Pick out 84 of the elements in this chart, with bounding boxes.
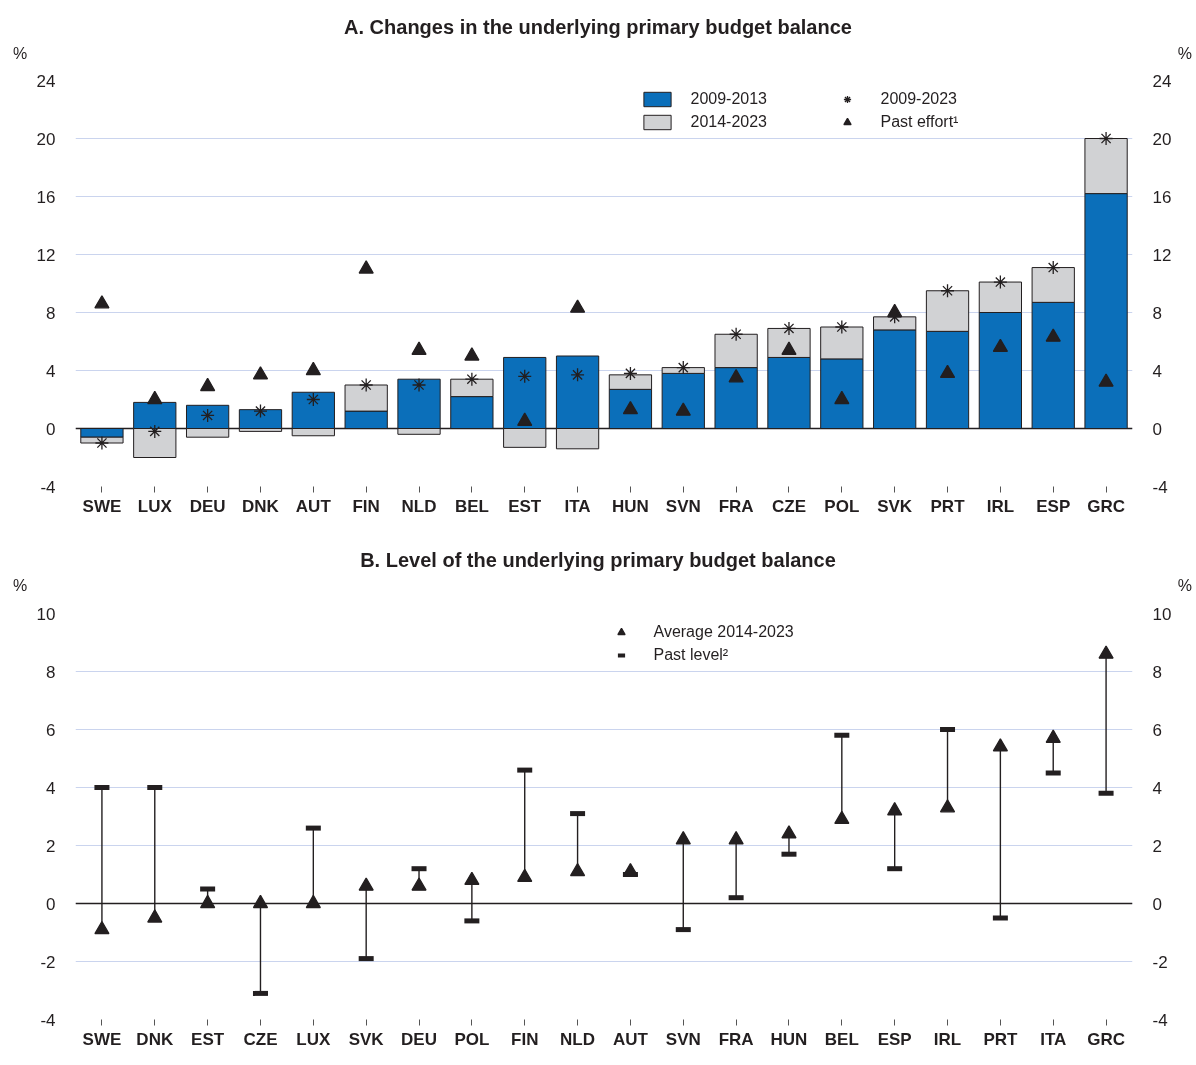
x-tick-label: NLD [560,1029,596,1049]
y-tick-label: 8 [46,662,56,682]
x-tick-label: NLD [401,496,437,516]
y2-tick-label: 10 [1152,604,1172,624]
y2-tick-label: 4 [1152,778,1162,798]
y2-tick-label: -4 [1152,477,1168,497]
legend-label: Average 2014-2023 [653,622,794,641]
y2-tick-label: -4 [1152,1010,1168,1030]
y2-tick-label: 12 [1152,245,1172,265]
y-tick-label: 4 [46,778,56,798]
y-tick-label: 6 [46,720,56,740]
y2-tick-label: 4 [1152,361,1162,381]
x-tick-label: ITA [1040,1029,1067,1049]
x-tick-label: SVN [665,496,701,516]
legend-label: Past level² [653,645,730,664]
x-tick-label: EST [191,1029,225,1049]
x-tick-label: ITA [564,496,591,516]
y-tick-label: -4 [40,477,56,497]
y-tick-label: 24 [36,71,56,91]
y2-tick-label: 0 [1152,894,1162,914]
x-tick-label: FIN [352,496,380,516]
x-tick-label: PRT [983,1029,1018,1049]
y-tick-label: 0 [46,894,56,914]
x-tick-label: HUN [770,1029,808,1049]
y-tick-label: 16 [36,187,56,207]
y2-tick-label: 6 [1152,720,1162,740]
y2-axis-title: % [1176,44,1193,64]
y-axis-title: % [12,576,29,596]
x-tick-label: FRA [718,1029,754,1049]
chart-title: B. Level of the underlying primary budget balance [359,548,837,572]
x-tick-label: CZE [771,496,806,516]
y-tick-label: -2 [40,952,56,972]
x-tick-label: FIN [511,1029,539,1049]
x-tick-label: AUT [612,1029,649,1049]
legend-label: 2014-2023 [690,112,768,131]
x-tick-label: AUT [295,496,332,516]
x-tick-label: BEL [454,496,489,516]
y2-tick-label: 0 [1152,419,1162,439]
y2-tick-label: 2 [1152,836,1162,856]
y2-tick-label: 8 [1152,303,1162,323]
y-tick-label: 2 [46,836,56,856]
x-tick-label: ESP [1036,496,1071,516]
legend-label: Past effort¹ [880,112,960,131]
x-tick-label: LUX [137,496,173,516]
y-tick-label: 8 [46,303,56,323]
y2-tick-label: 20 [1152,129,1172,149]
x-tick-label: IRL [933,1029,962,1049]
y2-tick-label: -2 [1152,952,1168,972]
y2-tick-label: 16 [1152,187,1172,207]
y-tick-label: 4 [46,361,56,381]
y-tick-label: -4 [40,1010,56,1030]
y2-axis-title: % [1176,576,1193,596]
x-tick-label: GRC [1087,1029,1125,1049]
x-tick-label: DEU [401,1029,437,1049]
x-tick-label: IRL [986,496,1015,516]
y-axis-title: % [12,44,29,64]
x-tick-label: EST [508,496,542,516]
x-tick-label: LUX [296,1029,331,1049]
x-tick-label: ESP [877,1029,912,1049]
x-tick-label: SVK [877,496,913,516]
y-tick-label: 12 [36,245,56,265]
x-tick-label: DEU [189,496,226,516]
x-tick-label: SWE [82,1029,122,1049]
legend-label: 2009-2013 [690,89,768,108]
chart-title: A. Changes in the underlying primary budget balance [343,15,853,39]
y-tick-label: 10 [36,604,56,624]
y-tick-label: 0 [46,419,56,439]
x-tick-label: BEL [824,1029,859,1049]
x-tick-label: SVN [665,1029,701,1049]
x-tick-label: GRC [1087,496,1125,516]
x-tick-label: FRA [718,496,754,516]
x-tick-label: HUN [612,496,649,516]
y-tick-label: 20 [36,129,56,149]
x-tick-label: SWE [82,496,122,516]
x-tick-label: POL [824,496,860,516]
x-tick-label: SVK [348,1029,385,1049]
y2-tick-label: 8 [1152,662,1162,682]
x-tick-label: DNK [242,496,280,516]
x-tick-label: DNK [136,1029,174,1049]
legend-label: 2009-2023 [880,89,958,108]
x-tick-label: CZE [243,1029,278,1049]
x-tick-label: PRT [930,496,966,516]
x-tick-label: POL [454,1029,490,1049]
y2-tick-label: 24 [1152,71,1172,91]
